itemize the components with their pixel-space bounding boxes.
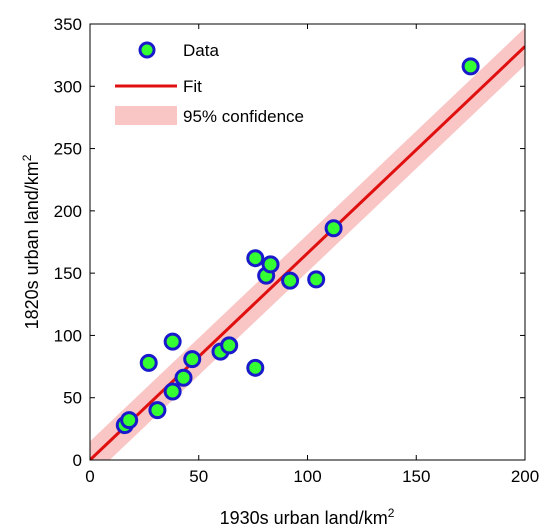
data-point [307,270,326,289]
data-point [120,411,139,430]
legend: Data Fit 95% confidence [115,41,304,126]
legend-data-marker [138,41,156,59]
data-point [163,332,182,351]
legend-confidence-label: 95% confidence [183,107,304,126]
y-tick-label: 300 [54,77,82,96]
confidence-band [90,27,525,460]
y-tick-label: 200 [54,202,82,221]
fit-line [90,45,525,460]
y-tick-label: 50 [63,389,82,408]
confidence-band-layer [90,27,525,460]
data-point [246,358,265,377]
data-point [220,336,239,355]
y-tick-label: 250 [54,140,82,159]
data-points-layer [115,57,480,435]
x-tick-label: 100 [293,467,321,486]
data-point [246,249,265,268]
y-tick-label: 0 [73,451,82,470]
fit-line-layer [90,45,525,460]
y-axis-label: 1820s urban land/km2 [20,154,42,329]
legend-data-label: Data [183,41,219,60]
data-point [261,255,280,274]
data-point [163,382,182,401]
y-tick-label: 350 [54,15,82,34]
y-tick-label: 100 [54,326,82,345]
data-point [461,57,480,76]
data-point [174,368,193,387]
y-tick-label: 150 [54,264,82,283]
data-point [281,271,300,290]
legend-fit-label: Fit [183,77,202,96]
x-ticks-layer: 0 50 100 150 200 [85,24,539,486]
data-point [148,401,167,420]
data-point [139,353,158,372]
x-tick-label: 200 [511,467,539,486]
data-point [183,350,202,369]
x-tick-label: 0 [85,467,94,486]
x-tick-label: 50 [189,467,208,486]
legend-confidence-swatch [115,106,177,125]
x-axis-label: 1930s urban land/km2 [220,506,395,528]
data-point [324,219,343,238]
x-tick-label: 150 [402,467,430,486]
y-ticks-layer: 0 50 100 150 200 250 300 350 [54,15,525,470]
